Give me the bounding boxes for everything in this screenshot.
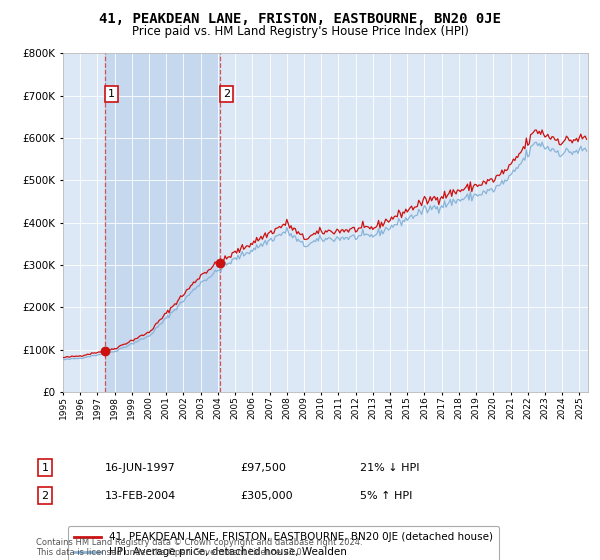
Text: Contains HM Land Registry data © Crown copyright and database right 2024.
This d: Contains HM Land Registry data © Crown c…	[36, 538, 362, 557]
Bar	[106, 53, 220, 392]
Text: 1: 1	[41, 463, 49, 473]
Text: 21% ↓ HPI: 21% ↓ HPI	[360, 463, 419, 473]
Text: 5% ↑ HPI: 5% ↑ HPI	[360, 491, 412, 501]
Point	[101, 346, 110, 355]
Text: 16-JUN-1997: 16-JUN-1997	[105, 463, 176, 473]
Point	[215, 258, 225, 267]
Text: £97,500: £97,500	[240, 463, 286, 473]
Text: 13-FEB-2004: 13-FEB-2004	[105, 491, 176, 501]
Text: 1: 1	[108, 89, 115, 99]
Text: 41, PEAKDEAN LANE, FRISTON, EASTBOURNE, BN20 0JE: 41, PEAKDEAN LANE, FRISTON, EASTBOURNE, …	[99, 12, 501, 26]
Text: £305,000: £305,000	[240, 491, 293, 501]
Text: 2: 2	[41, 491, 49, 501]
Text: Price paid vs. HM Land Registry's House Price Index (HPI): Price paid vs. HM Land Registry's House …	[131, 25, 469, 38]
Text: 2: 2	[223, 89, 230, 99]
Legend: 41, PEAKDEAN LANE, FRISTON, EASTBOURNE, BN20 0JE (detached house), HPI: Average : 41, PEAKDEAN LANE, FRISTON, EASTBOURNE, …	[68, 526, 499, 560]
